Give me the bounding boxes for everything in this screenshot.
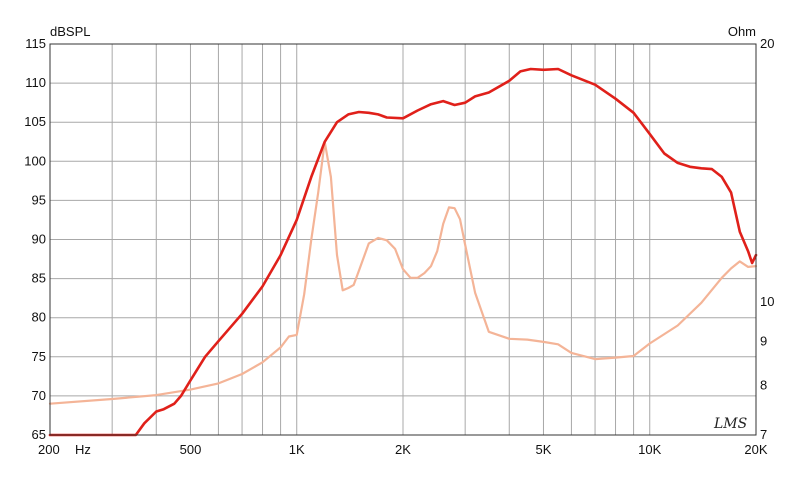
- x-tick-label: 2K: [395, 442, 411, 457]
- y-tick-label: 80: [32, 310, 46, 325]
- y2-axis-ticks: 20 10 9 8 7: [760, 36, 774, 442]
- y-tick-label: 95: [32, 192, 46, 207]
- x-tick-label: 1K: [289, 442, 305, 457]
- y-tick-label: 110: [25, 75, 46, 90]
- y2-tick-label: 7: [760, 427, 767, 442]
- y-axis-unit: dBSPL: [50, 24, 90, 39]
- plot-frame: [49, 43, 757, 436]
- y-tick-label: 75: [32, 349, 46, 364]
- y2-tick-label: 10: [760, 294, 774, 309]
- horizontal-grid: [50, 82, 756, 397]
- y2-tick-label: 9: [760, 333, 767, 348]
- y2-tick-label: 8: [760, 377, 767, 392]
- x-axis-unit: Hz: [75, 442, 91, 457]
- y2-tick-label: 20: [760, 36, 774, 51]
- y-tick-label: 105: [24, 114, 46, 129]
- x-axis-ticks: 200 500 1K 2K 5K 10K 20K: [38, 442, 768, 457]
- lms-logo: LMS: [713, 416, 747, 432]
- y-tick-label: 115: [25, 36, 46, 51]
- x-tick-label: 200: [38, 442, 60, 457]
- x-tick-label: 10K: [638, 442, 661, 457]
- y-axis-ticks: 65 70 75 80 85 90 95 100 105 110 115: [24, 36, 46, 442]
- spl-response-line: [48, 67, 758, 437]
- impedance-line: [48, 140, 758, 405]
- y-tick-label: 85: [32, 271, 46, 286]
- y-tick-label: 100: [24, 153, 46, 168]
- series-layer: [48, 67, 758, 437]
- x-tick-label: 20K: [744, 442, 767, 457]
- y2-axis-unit: Ohm: [728, 24, 756, 39]
- y-tick-label: 70: [32, 388, 46, 403]
- y-tick-label: 90: [32, 232, 46, 247]
- y-tick-label: 65: [32, 427, 46, 442]
- x-tick-label: 500: [180, 442, 202, 457]
- x-tick-label: 5K: [536, 442, 552, 457]
